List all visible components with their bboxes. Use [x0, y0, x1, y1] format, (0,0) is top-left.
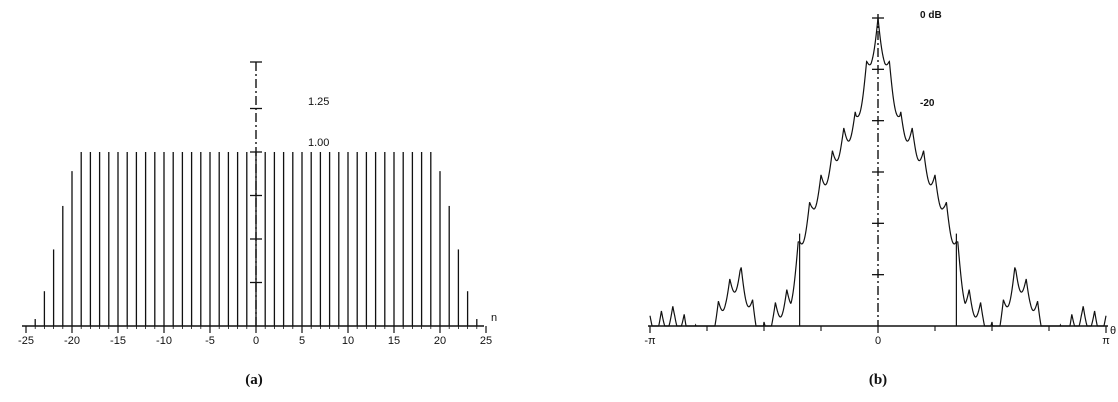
y-label-1-25: 1.25	[308, 96, 329, 108]
x-tick-label: 5	[299, 335, 305, 347]
y-label-minus-20: -20	[920, 98, 935, 109]
x-tick-label: -25	[18, 335, 34, 347]
x-tick-label: -10	[156, 335, 172, 347]
curve-vertical-lines	[799, 233, 957, 326]
x-tick-group: -π 0 π	[644, 326, 1110, 347]
x-tick-label: -20	[64, 335, 80, 347]
x-tick-label: -π	[644, 335, 656, 347]
caption-b: (b)	[869, 372, 887, 388]
x-tick-label: π	[1102, 335, 1110, 347]
x-tick-label: -15	[110, 335, 126, 347]
y-tick-group	[872, 17, 884, 276]
x-tick-label: 25	[480, 335, 492, 347]
x-tick-label: 15	[388, 335, 400, 347]
x-tick-group: -25 -20 -15 -10 -5 0 5 10 15 20 25	[18, 326, 492, 347]
chart-a: -25 -20 -15 -10 -5 0 5 10 15 20 25 1.25 1.00 n (a)	[18, 61, 497, 388]
x-tick-label: -5	[205, 335, 215, 347]
x-axis-label-a: n	[491, 312, 497, 324]
x-tick-label: 0	[875, 335, 881, 347]
chart-b: -π 0 π 0 dB -20 θ (b)	[644, 10, 1116, 388]
caption-a: (a)	[245, 372, 263, 388]
x-axis-label-b: θ	[1110, 325, 1116, 337]
y-tick-group	[250, 61, 262, 284]
y-label-1-00: 1.00	[308, 137, 329, 149]
x-tick-label: 10	[342, 335, 354, 347]
x-tick-label: 0	[253, 335, 259, 347]
y-label-0db: 0 dB	[920, 10, 942, 21]
x-tick-label: 20	[434, 335, 446, 347]
